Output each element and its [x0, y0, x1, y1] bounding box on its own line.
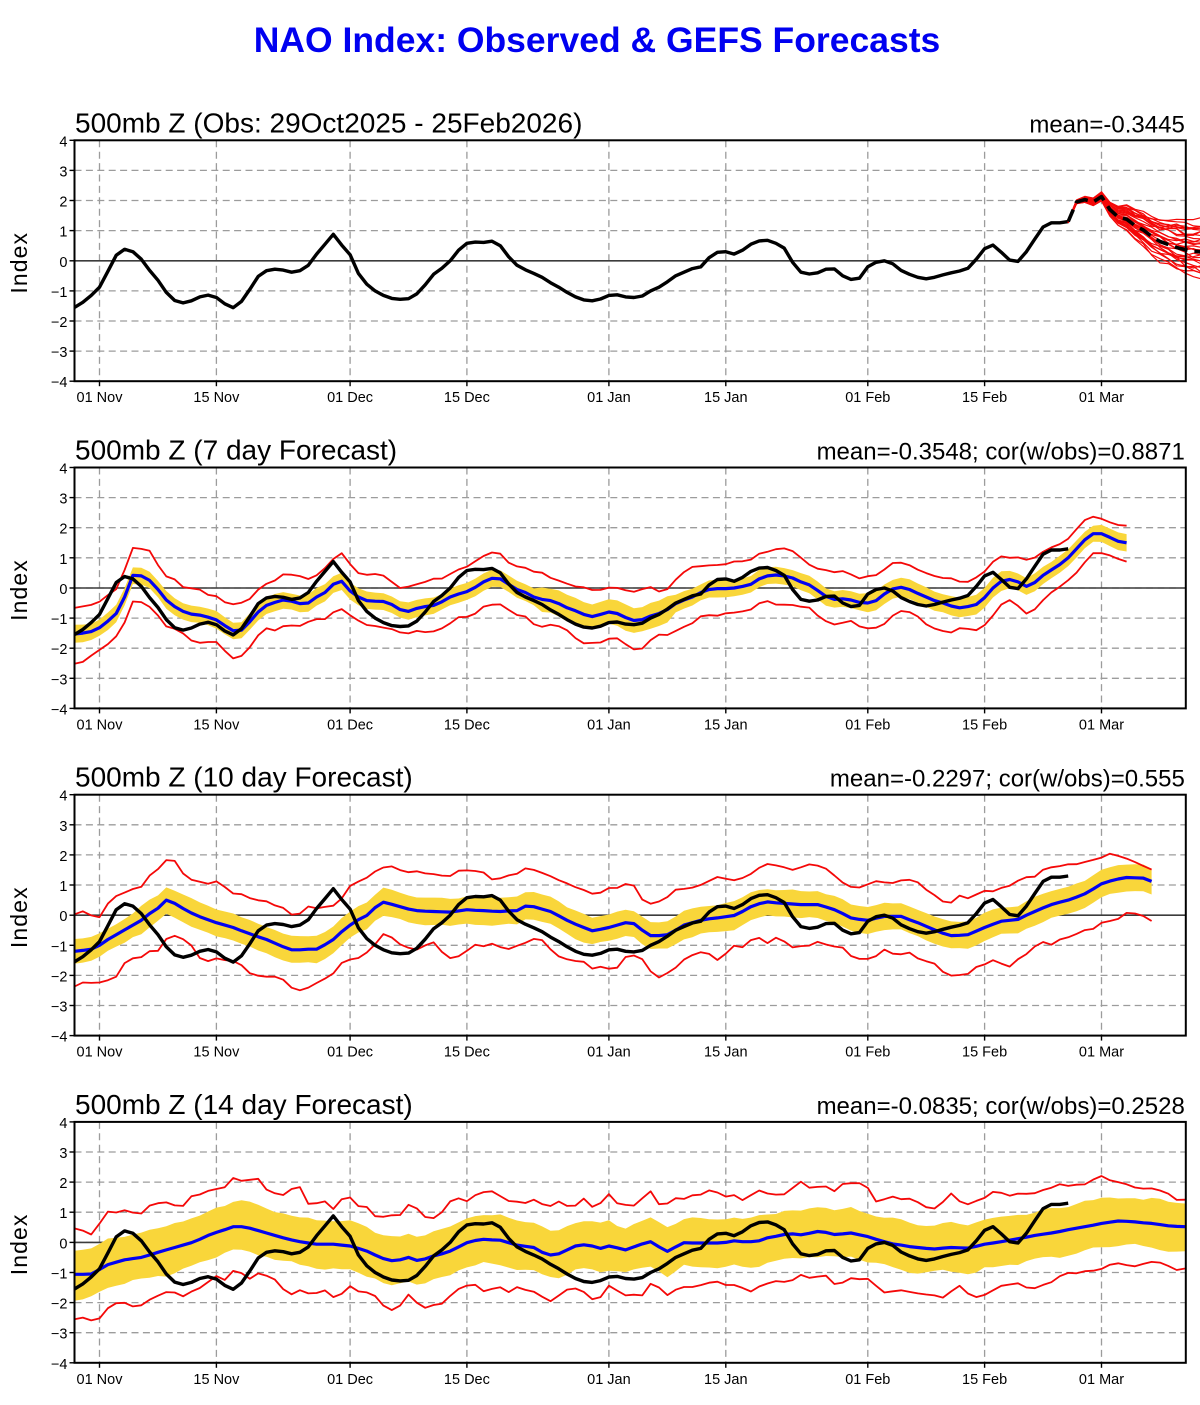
- svg-text:01 Nov: 01 Nov: [77, 1045, 124, 1061]
- svg-text:01 Feb: 01 Feb: [845, 717, 890, 733]
- svg-text:−1: −1: [51, 612, 68, 628]
- svg-text:01 Feb: 01 Feb: [845, 390, 890, 406]
- svg-text:01 Mar: 01 Mar: [1079, 717, 1124, 733]
- svg-text:−1: −1: [51, 1267, 68, 1283]
- svg-text:15 Nov: 15 Nov: [193, 717, 240, 733]
- svg-text:0: 0: [59, 1236, 67, 1252]
- svg-text:−2: −2: [51, 969, 68, 985]
- svg-text:4: 4: [59, 134, 67, 150]
- svg-text:−4: −4: [51, 1030, 68, 1046]
- svg-text:mean=-0.3548; cor(w/obs)=0.887: mean=-0.3548; cor(w/obs)=0.8871: [817, 439, 1185, 466]
- svg-text:15 Feb: 15 Feb: [962, 717, 1007, 733]
- svg-text:mean=-0.0835; cor(w/obs)=0.252: mean=-0.0835; cor(w/obs)=0.2528: [817, 1093, 1185, 1120]
- svg-text:15 Feb: 15 Feb: [962, 390, 1007, 406]
- svg-text:1: 1: [59, 879, 67, 895]
- svg-text:15 Dec: 15 Dec: [444, 717, 490, 733]
- svg-text:15 Jan: 15 Jan: [704, 1045, 748, 1061]
- svg-text:01 Nov: 01 Nov: [77, 1372, 124, 1388]
- svg-text:01 Mar: 01 Mar: [1079, 390, 1124, 406]
- svg-text:15 Nov: 15 Nov: [193, 390, 240, 406]
- svg-text:2: 2: [59, 522, 67, 538]
- svg-text:01 Nov: 01 Nov: [77, 390, 124, 406]
- svg-text:3: 3: [59, 164, 67, 180]
- svg-text:500mb Z (10 day Forecast): 500mb Z (10 day Forecast): [75, 762, 413, 793]
- svg-text:Index: Index: [6, 232, 32, 294]
- svg-text:mean=-0.2297; cor(w/obs)=0.555: mean=-0.2297; cor(w/obs)=0.555: [830, 766, 1185, 793]
- svg-text:−1: −1: [51, 285, 68, 301]
- svg-text:3: 3: [59, 819, 67, 835]
- svg-text:−1: −1: [51, 939, 68, 955]
- svg-text:−4: −4: [51, 1357, 68, 1373]
- svg-text:0: 0: [59, 909, 67, 925]
- svg-text:1: 1: [59, 1206, 67, 1222]
- svg-text:2: 2: [59, 195, 67, 211]
- svg-text:NAO Index: Observed & GEFS For: NAO Index: Observed & GEFS Forecasts: [254, 20, 941, 60]
- svg-text:01 Dec: 01 Dec: [327, 1372, 373, 1388]
- svg-text:01 Jan: 01 Jan: [587, 717, 631, 733]
- svg-text:1: 1: [59, 552, 67, 568]
- svg-text:01 Jan: 01 Jan: [587, 1372, 631, 1388]
- svg-text:15 Dec: 15 Dec: [444, 390, 490, 406]
- svg-text:−3: −3: [51, 1327, 68, 1343]
- svg-text:01 Mar: 01 Mar: [1079, 1372, 1124, 1388]
- svg-text:1: 1: [59, 225, 67, 241]
- svg-text:−4: −4: [51, 702, 68, 718]
- svg-text:01 Dec: 01 Dec: [327, 390, 373, 406]
- svg-text:500mb Z (7 day Forecast): 500mb Z (7 day Forecast): [75, 435, 397, 466]
- svg-text:15 Jan: 15 Jan: [704, 390, 748, 406]
- svg-text:01 Feb: 01 Feb: [845, 1045, 890, 1061]
- svg-text:01 Feb: 01 Feb: [845, 1372, 890, 1388]
- svg-text:15 Dec: 15 Dec: [444, 1045, 490, 1061]
- svg-text:500mb Z (Obs: 29Oct2025 - 25Fe: 500mb Z (Obs: 29Oct2025 - 25Feb2026): [75, 107, 582, 138]
- svg-text:mean=-0.3445: mean=-0.3445: [1029, 111, 1184, 138]
- svg-text:4: 4: [59, 462, 67, 478]
- svg-text:01 Mar: 01 Mar: [1079, 1045, 1124, 1061]
- svg-text:2: 2: [59, 849, 67, 865]
- svg-text:01 Dec: 01 Dec: [327, 1045, 373, 1061]
- svg-text:−3: −3: [51, 345, 68, 361]
- svg-text:01 Dec: 01 Dec: [327, 717, 373, 733]
- svg-text:15 Feb: 15 Feb: [962, 1045, 1007, 1061]
- svg-text:0: 0: [59, 255, 67, 271]
- svg-text:500mb Z (14 day Forecast): 500mb Z (14 day Forecast): [75, 1089, 413, 1120]
- svg-text:Index: Index: [6, 1214, 32, 1276]
- svg-text:15 Feb: 15 Feb: [962, 1372, 1007, 1388]
- svg-text:01 Jan: 01 Jan: [587, 1045, 631, 1061]
- svg-text:Index: Index: [6, 886, 32, 948]
- svg-text:2: 2: [59, 1176, 67, 1192]
- svg-text:0: 0: [59, 582, 67, 598]
- svg-text:15 Jan: 15 Jan: [704, 717, 748, 733]
- svg-text:15 Jan: 15 Jan: [704, 1372, 748, 1388]
- svg-text:−2: −2: [51, 315, 68, 331]
- svg-text:−2: −2: [51, 1297, 68, 1313]
- svg-text:−3: −3: [51, 1000, 68, 1016]
- svg-text:15 Nov: 15 Nov: [193, 1045, 240, 1061]
- svg-text:3: 3: [59, 1146, 67, 1162]
- svg-text:3: 3: [59, 492, 67, 508]
- svg-text:Index: Index: [6, 559, 32, 621]
- svg-text:−2: −2: [51, 642, 68, 658]
- svg-text:15 Nov: 15 Nov: [193, 1372, 240, 1388]
- svg-text:4: 4: [59, 789, 67, 805]
- svg-text:15 Dec: 15 Dec: [444, 1372, 490, 1388]
- svg-text:01 Jan: 01 Jan: [587, 390, 631, 406]
- svg-text:4: 4: [59, 1116, 67, 1132]
- svg-text:−3: −3: [51, 672, 68, 688]
- svg-text:−4: −4: [51, 375, 68, 391]
- svg-text:01 Nov: 01 Nov: [77, 717, 124, 733]
